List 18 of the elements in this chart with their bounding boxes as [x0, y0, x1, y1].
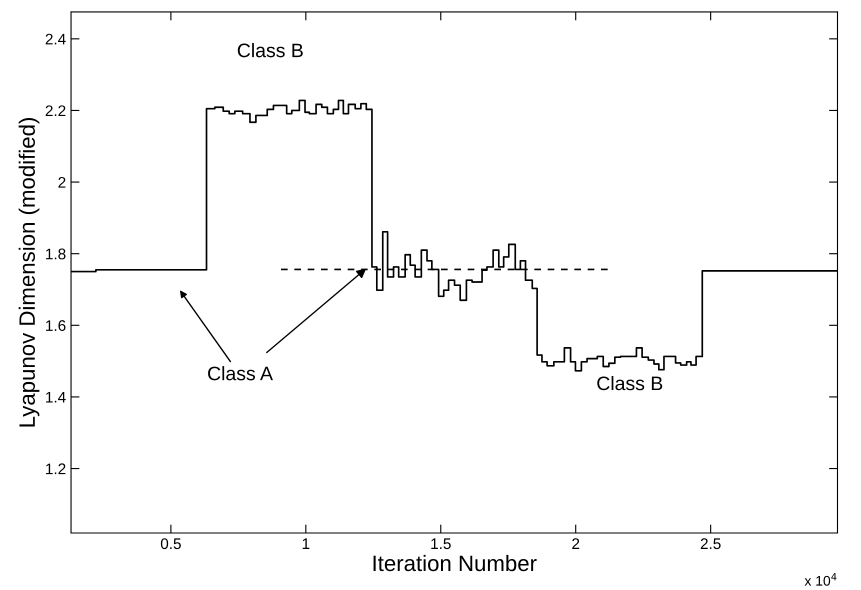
y-tick-label: 1.4	[46, 392, 66, 402]
y-tick-label: 1.6	[46, 320, 66, 331]
y-tick-label: 2.2	[46, 105, 66, 116]
y-axis-title: Lyapunov Dimension (modified)	[18, 118, 40, 426]
x-tick-label: 2.5	[700, 538, 721, 550]
x-tick-label: 2	[572, 538, 580, 549]
annotation: Class A	[208, 366, 273, 380]
y-tick-label: 1.8	[46, 248, 66, 260]
annotation: Class B	[597, 376, 662, 390]
y-tick-label: 2.4	[46, 34, 66, 44]
x-axis-title: Iteration Number	[374, 554, 537, 572]
text: x 10$^{4}$	[804, 573, 836, 586]
y-tick-label: 2	[58, 176, 66, 188]
annotation: Class B	[238, 43, 303, 58]
y-tick-label: 1.2	[46, 463, 66, 474]
x-tick-label: 0.5	[160, 538, 181, 550]
x-tick-label: 1.5	[431, 538, 451, 550]
x-tick-label: 1	[302, 538, 310, 549]
